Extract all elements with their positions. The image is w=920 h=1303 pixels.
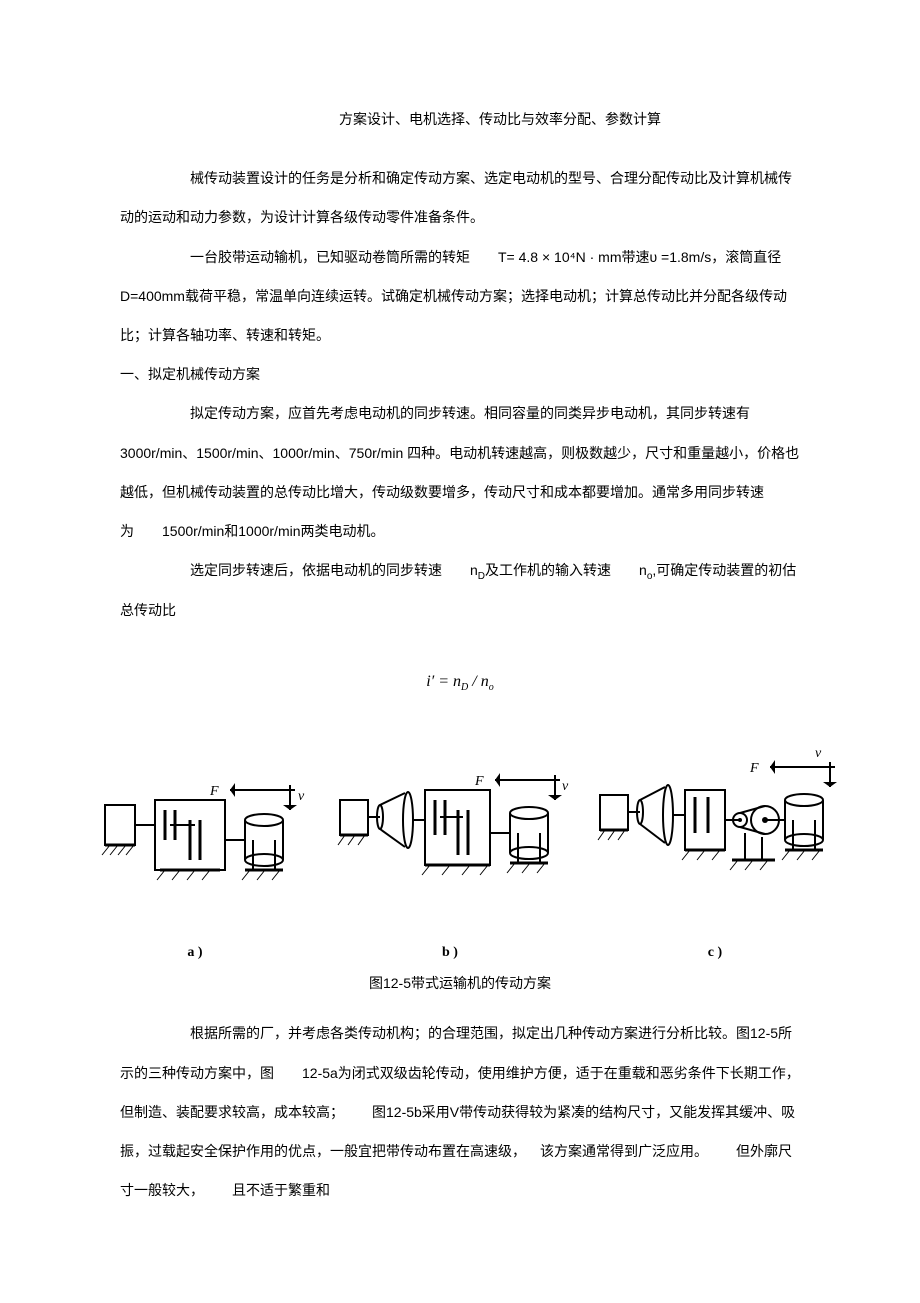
figure-c: F v c ) [590,745,840,972]
svg-text:F: F [749,761,759,776]
figure-row: F v a ) [80,745,840,972]
svg-text:F: F [209,784,219,799]
subscript-d: D [478,571,485,582]
paragraph-ratio: 选定同步转速后，依据电动机的同步转速 nD及工作机的输入转速 no,可确定传动装… [120,551,800,630]
text-fragment: 及工作机的输入转速 n [485,562,647,578]
formula-ratio: i′ = nD / no [120,660,800,705]
diagram-b-svg: F v [330,755,570,925]
paragraph-problem: 一台胶带运动输机，已知驱动卷筒所需的转矩 T= 4.8 × 10⁴N · mm带… [120,238,800,356]
svg-text:F: F [474,774,484,789]
diagram-c-svg: F v [590,745,840,925]
svg-text:v: v [562,779,569,794]
paragraph-intro: 械传动装置设计的任务是分析和确定传动方案、选定电动机的型号、合理分配传动比及计算… [120,159,800,237]
figure-a: F v a ) [80,775,310,972]
svg-text:v: v [298,789,305,804]
figure-b: F v b ) [330,755,570,972]
figure-label-c: c ) [708,933,722,972]
diagram-a-svg: F v [80,775,310,925]
svg-text:v: v [815,746,822,761]
figure-label-b: b ) [442,933,458,972]
figure-label-a: a ) [187,933,202,972]
paragraph-speed: 拟定传动方案，应首先考虑电动机的同步转速。相同容量的同类异步电动机，其同步转速有… [120,394,800,551]
section-header-1: 一、拟定机械传动方案 [120,355,800,394]
paragraph-analysis: 根据所需的厂，并考虑各类传动机构；的合理范围，拟定出几种传动方案进行分析比较。图… [120,1014,800,1210]
document-title: 方案设计、电机选择、传动比与效率分配、参数计算 [120,100,800,139]
figure-caption: 图12-5带式运输机的传动方案 [120,972,800,994]
text-fragment: 选定同步转速后，依据电动机的同步转速 n [190,562,478,578]
